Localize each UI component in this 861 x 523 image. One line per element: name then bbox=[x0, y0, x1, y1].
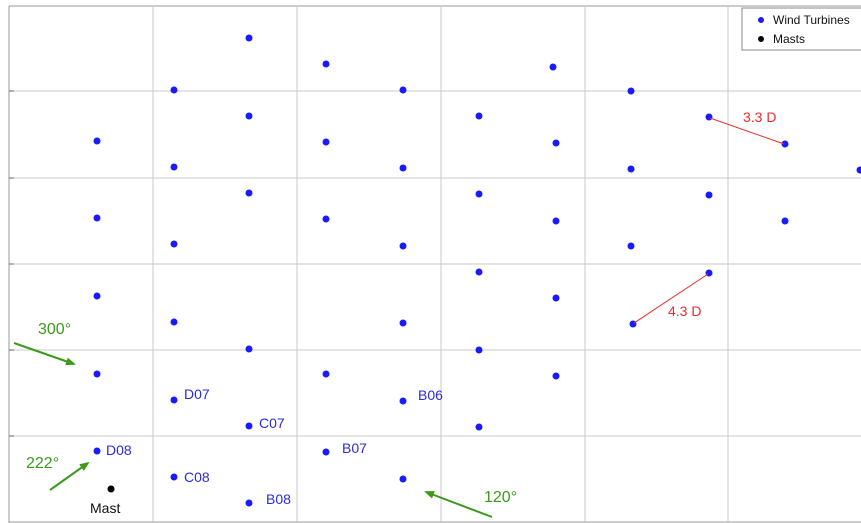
turbine-marker bbox=[400, 165, 407, 172]
wind-arrow-120 bbox=[426, 492, 492, 517]
mast-marker bbox=[108, 486, 115, 493]
turbine-marker bbox=[550, 64, 557, 71]
turbine-label-d07: D07 bbox=[184, 386, 210, 402]
turbine-label-c08: C08 bbox=[184, 469, 210, 485]
turbine-marker bbox=[857, 167, 861, 174]
turbine-marker bbox=[171, 241, 178, 248]
legend-turbines-label: Wind Turbines bbox=[773, 13, 850, 27]
turbine-marker bbox=[706, 114, 713, 121]
turbine-marker bbox=[400, 398, 407, 405]
turbine-label-b08: B08 bbox=[266, 491, 291, 507]
turbine-marker bbox=[323, 61, 330, 68]
legend-mast-marker bbox=[758, 36, 764, 42]
turbine-label-c07: C07 bbox=[259, 415, 285, 431]
turbine-marker bbox=[246, 190, 253, 197]
grid bbox=[9, 6, 861, 522]
turbine-marker bbox=[553, 373, 560, 380]
turbine-marker bbox=[323, 216, 330, 223]
turbine-marker bbox=[94, 215, 101, 222]
turbine-marker bbox=[246, 113, 253, 120]
turbine-marker bbox=[476, 424, 483, 431]
wind-direction-120-label: 120° bbox=[484, 489, 517, 506]
turbine-marker bbox=[323, 449, 330, 456]
wind-arrow-300 bbox=[14, 343, 74, 364]
turbine-marker bbox=[553, 295, 560, 302]
distance-label-4-3d: 4.3 D bbox=[668, 303, 701, 319]
turbine-marker bbox=[476, 191, 483, 198]
turbine-marker bbox=[94, 293, 101, 300]
turbine-marker bbox=[706, 192, 713, 199]
turbine-marker bbox=[171, 397, 178, 404]
legend: Wind Turbines Masts bbox=[742, 8, 861, 50]
turbine-marker bbox=[628, 166, 635, 173]
turbine-marker bbox=[400, 320, 407, 327]
turbine-marker bbox=[246, 35, 253, 42]
turbine-label-b06: B06 bbox=[418, 387, 443, 403]
turbine-marker bbox=[553, 218, 560, 225]
turbine-marker bbox=[476, 269, 483, 276]
turbine-marker bbox=[782, 218, 789, 225]
turbine-marker bbox=[94, 448, 101, 455]
turbine-marker bbox=[171, 319, 178, 326]
turbine-marker bbox=[628, 243, 635, 250]
turbine-marker bbox=[400, 243, 407, 250]
wind-direction-300-label: 300° bbox=[38, 321, 71, 338]
turbine-marker bbox=[171, 164, 178, 171]
turbine-marker bbox=[476, 113, 483, 120]
turbine-marker bbox=[246, 346, 253, 353]
turbine-marker bbox=[171, 87, 178, 94]
turbine-marker bbox=[400, 87, 407, 94]
turbine-marker bbox=[94, 138, 101, 145]
legend-masts-label: Masts bbox=[773, 32, 805, 46]
turbine-label-b07: B07 bbox=[342, 440, 367, 456]
turbine-marker bbox=[476, 347, 483, 354]
turbine-marker bbox=[323, 139, 330, 146]
turbine-marker bbox=[94, 371, 101, 378]
turbine-marker bbox=[553, 140, 560, 147]
mast-label: Mast bbox=[90, 500, 120, 516]
turbine-marker bbox=[400, 476, 407, 483]
turbine-marker bbox=[246, 423, 253, 430]
turbine-marker bbox=[246, 500, 253, 507]
turbine-marker bbox=[628, 88, 635, 95]
legend-turbine-marker bbox=[758, 17, 764, 23]
distance-label-3-3d: 3.3 D bbox=[743, 109, 776, 125]
turbine-label-d08: D08 bbox=[106, 442, 132, 458]
wind-direction-222-label: 222° bbox=[26, 455, 59, 472]
turbine-marker bbox=[171, 474, 178, 481]
turbine-marker bbox=[323, 371, 330, 378]
